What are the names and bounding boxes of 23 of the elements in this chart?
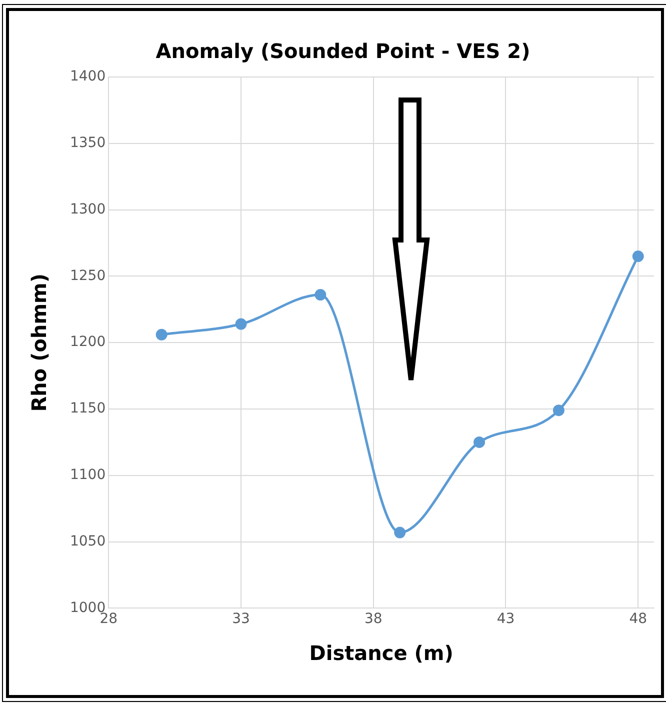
- x-tick-label: 43: [496, 611, 515, 628]
- x-tick-label: 33: [232, 611, 250, 628]
- x-axis-title: Distance (m): [309, 641, 454, 666]
- point: [394, 526, 406, 538]
- y-tick-label: 1350: [70, 135, 106, 152]
- y-tick-label: 1150: [70, 400, 106, 417]
- x-tick-label: 38: [364, 611, 382, 628]
- y-tick-label: 1400: [70, 68, 106, 85]
- y-tick-label: 1200: [70, 334, 106, 350]
- chart-title: Anomaly (Sounded Point - VES 2): [156, 39, 530, 64]
- point: [632, 250, 644, 262]
- point: [156, 328, 168, 340]
- point: [474, 436, 486, 448]
- y-tick-label: 1100: [70, 467, 106, 484]
- y-axis-title: Rho (ohmm): [27, 273, 52, 412]
- point: [235, 318, 247, 330]
- y-tick-label: 1300: [70, 201, 106, 218]
- y-tick-label: 1250: [70, 268, 106, 284]
- point: [552, 404, 564, 416]
- x-tick-label: 28: [100, 611, 118, 628]
- x-tick-label: 48: [629, 611, 648, 628]
- point: [314, 289, 326, 301]
- y-tick-label: 1050: [70, 533, 106, 550]
